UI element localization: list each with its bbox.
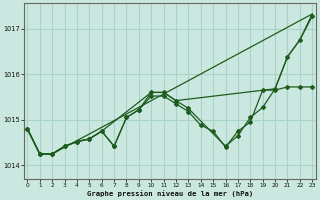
X-axis label: Graphe pression niveau de la mer (hPa): Graphe pression niveau de la mer (hPa) (87, 190, 253, 197)
